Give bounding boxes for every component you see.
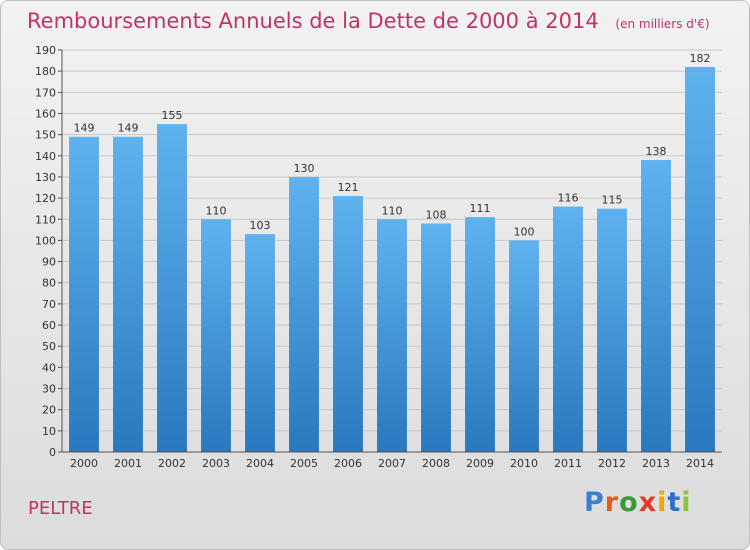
bar-2013 — [641, 160, 671, 452]
data-label-2000: 149 — [74, 122, 95, 135]
y-tick-label: 120 — [35, 192, 56, 205]
chart-title-text: Remboursements Annuels de la Dette de 20… — [27, 9, 599, 33]
y-tick-label: 130 — [35, 171, 56, 184]
y-tick-label: 0 — [49, 446, 56, 459]
bar-2004 — [245, 234, 275, 452]
data-label-2002: 155 — [162, 109, 183, 122]
x-tick-label: 2006 — [334, 457, 362, 470]
data-label-2012: 115 — [602, 194, 623, 207]
y-tick-label: 40 — [42, 361, 56, 374]
x-tick-label: 2004 — [246, 457, 274, 470]
data-label-2007: 110 — [382, 204, 403, 217]
data-label-2013: 138 — [646, 145, 667, 158]
x-tick-label: 2009 — [466, 457, 494, 470]
bar-2006 — [333, 195, 363, 452]
proxiti-logo: Proxiti — [584, 487, 692, 518]
y-tick-label: 160 — [35, 107, 56, 120]
data-label-2014: 182 — [690, 52, 711, 65]
bar-2003 — [201, 219, 231, 452]
bar-2012 — [597, 208, 627, 452]
y-tick-label: 80 — [42, 277, 56, 290]
y-tick-label: 150 — [35, 129, 56, 142]
bar-2002 — [157, 124, 187, 452]
bar-2000 — [69, 136, 99, 452]
x-tick-label: 2013 — [642, 457, 670, 470]
data-label-2006: 121 — [338, 181, 359, 194]
data-label-2008: 108 — [426, 208, 447, 221]
data-labels: 149 149 155 110 103 130 121 110 108 111 100 116 115 1… — [74, 52, 711, 238]
bar-2005 — [289, 176, 319, 452]
data-label-2009: 111 — [470, 202, 491, 215]
x-tick-label: 2012 — [598, 457, 626, 470]
y-tick-label: 140 — [35, 150, 56, 163]
data-label-2003: 110 — [206, 204, 227, 217]
y-axis-ticks: 0 10 20 30 40 50 60 70 80 90 100 110 120 130 140 150 160… — [35, 44, 62, 459]
bar-2007 — [377, 219, 407, 452]
y-tick-label: 190 — [35, 44, 56, 57]
y-tick-label: 180 — [35, 65, 56, 78]
data-label-2004: 103 — [250, 219, 271, 232]
y-tick-label: 110 — [35, 213, 56, 226]
y-tick-label: 70 — [42, 298, 56, 311]
bars — [69, 66, 715, 452]
x-tick-label: 2000 — [70, 457, 98, 470]
x-tick-label: 2010 — [510, 457, 538, 470]
commune-name: PELTRE — [28, 498, 93, 519]
x-tick-label: 2014 — [686, 457, 714, 470]
chart-subtitle: (en milliers d'€) — [615, 17, 710, 31]
bar-2010 — [509, 240, 539, 452]
data-label-2001: 149 — [118, 122, 139, 135]
data-label-2005: 130 — [294, 162, 315, 175]
x-tick-label: 2011 — [554, 457, 582, 470]
y-tick-label: 30 — [42, 383, 56, 396]
y-tick-label: 60 — [42, 319, 56, 332]
bar-2008 — [421, 223, 451, 452]
x-tick-label: 2002 — [158, 457, 186, 470]
axes — [61, 50, 722, 453]
chart-title: Remboursements Annuels de la Dette de 20… — [27, 9, 710, 33]
bar-2001 — [113, 136, 143, 452]
y-tick-label: 170 — [35, 86, 56, 99]
bar-2009 — [465, 217, 495, 452]
data-label-2010: 100 — [514, 225, 535, 238]
data-label-2011: 116 — [558, 192, 579, 205]
x-axis-ticks: 2000 2001 2002 2003 2004 2005 2006 2007 2008 2009… — [70, 457, 714, 470]
x-tick-label: 2005 — [290, 457, 318, 470]
x-tick-label: 2007 — [378, 457, 406, 470]
y-tick-label: 20 — [42, 404, 56, 417]
y-tick-label: 100 — [35, 234, 56, 247]
x-tick-label: 2001 — [114, 457, 142, 470]
y-tick-label: 10 — [42, 425, 56, 438]
x-tick-label: 2008 — [422, 457, 450, 470]
bar-2014 — [685, 66, 715, 452]
y-tick-label: 90 — [42, 256, 56, 269]
bar-2011 — [553, 206, 583, 452]
x-tick-label: 2003 — [202, 457, 230, 470]
y-tick-label: 50 — [42, 340, 56, 353]
